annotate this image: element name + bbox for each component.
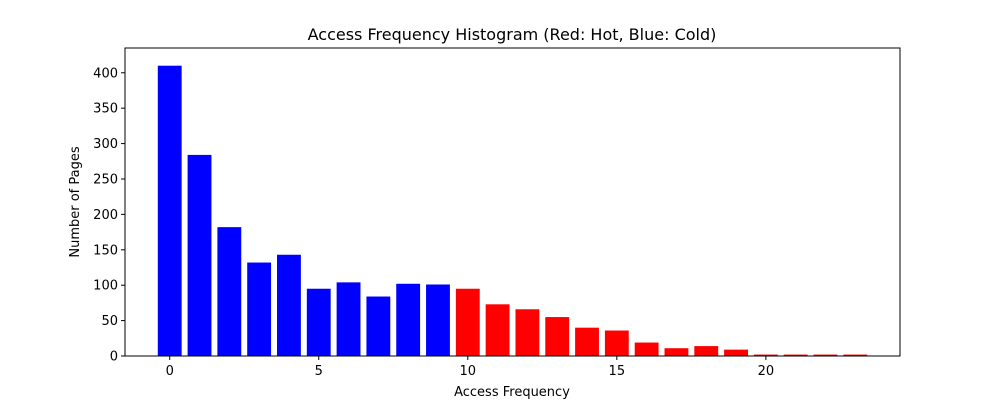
y-tick-label-250: 250 — [93, 172, 118, 187]
bar-15 — [604, 330, 629, 356]
bar-10 — [455, 288, 480, 356]
bar-13 — [545, 317, 570, 356]
bar-8 — [396, 283, 421, 356]
bar-22 — [813, 354, 838, 356]
bar-14 — [575, 327, 599, 356]
bar-0 — [157, 65, 182, 356]
y-tick-label-200: 200 — [93, 208, 118, 223]
x-tick-label-0: 0 — [166, 364, 174, 379]
bars-group — [157, 65, 868, 356]
bar-21 — [783, 354, 808, 356]
y-axis-label: Number of Pages — [68, 146, 83, 257]
bar-18 — [694, 346, 719, 356]
y-tick-label-150: 150 — [93, 243, 118, 258]
bar-5 — [306, 288, 331, 356]
bar-3 — [247, 262, 272, 356]
bar-19 — [724, 349, 748, 356]
bar-4 — [277, 254, 301, 356]
y-tick-label-100: 100 — [93, 279, 118, 294]
bar-23 — [843, 354, 868, 356]
bar-20 — [753, 354, 778, 356]
bar-9 — [426, 284, 450, 356]
y-tick-label-350: 350 — [93, 102, 118, 117]
bar-17 — [664, 348, 689, 356]
y-tick-label-0: 0 — [110, 350, 118, 365]
y-tick-label-400: 400 — [93, 66, 118, 81]
x-tick-label-5: 5 — [315, 364, 323, 379]
x-tick-label-20: 20 — [758, 364, 775, 379]
bar-1 — [187, 154, 212, 356]
bar-7 — [366, 296, 391, 356]
bar-12 — [515, 309, 540, 356]
bar-6 — [336, 282, 361, 356]
bar-11 — [485, 304, 510, 356]
y-tick-label-50: 50 — [101, 314, 118, 329]
x-tick-label-15: 15 — [609, 364, 626, 379]
x-axis-label: Access Frequency — [454, 385, 570, 400]
x-tick-label-10: 10 — [460, 364, 477, 379]
y-axis-ticks: 0 50 100 150 200 250 300 350 400 — [93, 66, 125, 365]
bar-2 — [217, 227, 242, 356]
bar-16 — [634, 342, 659, 356]
plot-frame — [124, 47, 901, 357]
x-axis-ticks: 0 5 10 15 20 — [166, 356, 775, 379]
y-tick-label-300: 300 — [93, 137, 118, 152]
chart-title: Access Frequency Histogram (Red: Hot, Bl… — [308, 25, 717, 44]
